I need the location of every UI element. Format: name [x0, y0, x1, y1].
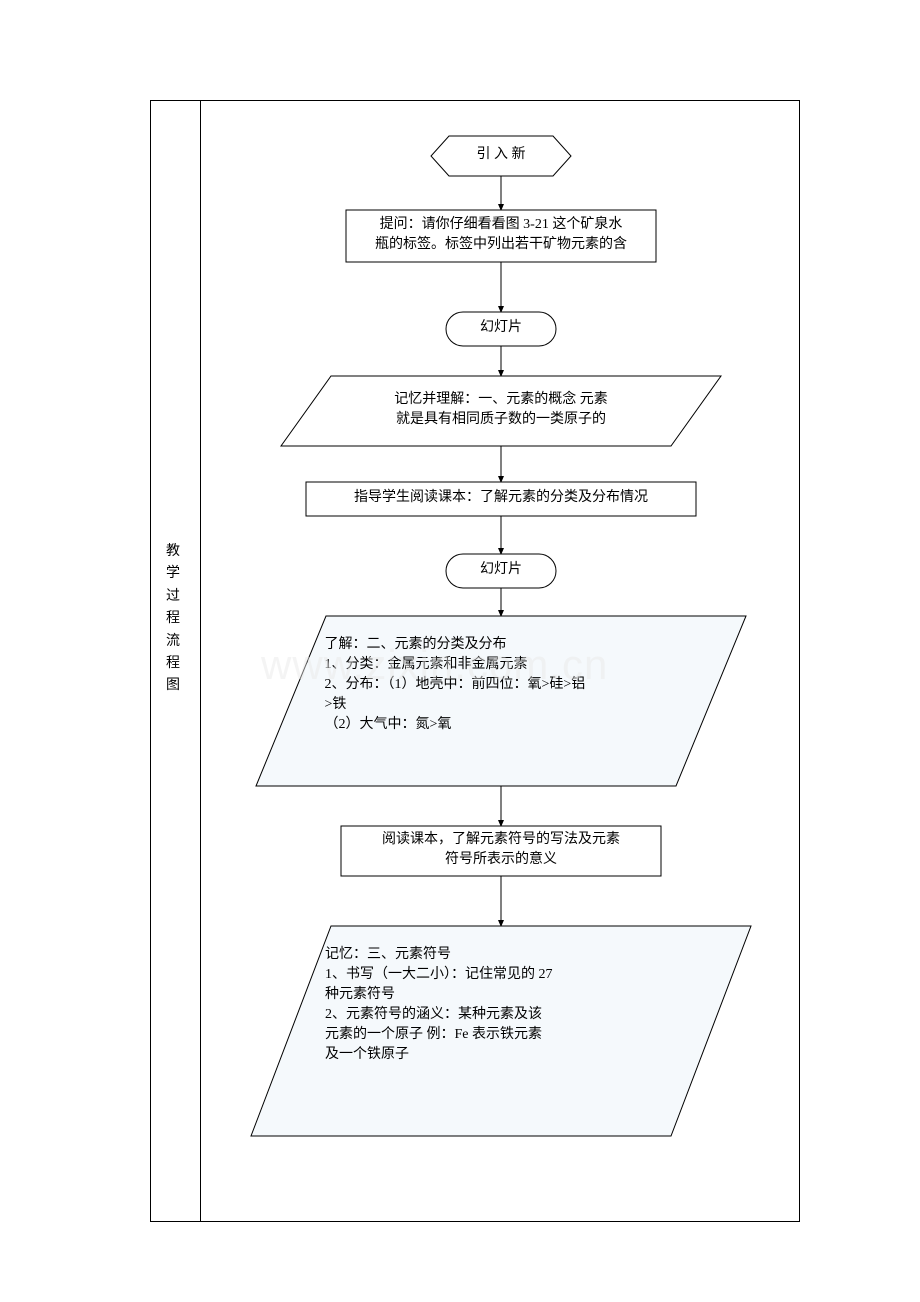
svg-text:及一个铁原子: 及一个铁原子: [325, 1046, 409, 1062]
svg-text:提问：请你仔细看看图 3-21 这个矿泉水: 提问：请你仔细看看图 3-21 这个矿泉水: [380, 215, 623, 232]
sidebar-label: 教学过程流程图: [166, 541, 180, 698]
svg-text:2、分布：（1）地壳中：前四位：氧>硅>铝: 2、分布：（1）地壳中：前四位：氧>硅>铝: [325, 675, 586, 692]
svg-text:阅读课本，了解元素符号的写法及元素: 阅读课本，了解元素符号的写法及元素: [382, 830, 620, 847]
page-container: 教学过程流程图 www.zixin.com.cn 引 入 新提问：请你仔细看看图…: [150, 100, 800, 1222]
flowchart-area: www.zixin.com.cn 引 入 新提问：请你仔细看看图 3-21 这个…: [201, 101, 799, 1221]
svg-text:瓶的标签。标签中列出若干矿物元素的含: 瓶的标签。标签中列出若干矿物元素的含: [375, 235, 627, 252]
flow-node-n3: 幻灯片: [446, 312, 556, 346]
svg-text:就是具有相同质子数的一类原子的: 就是具有相同质子数的一类原子的: [396, 411, 606, 427]
sidebar: 教学过程流程图: [151, 101, 201, 1221]
svg-text:幻灯片: 幻灯片: [480, 561, 522, 577]
svg-text:元素的一个原子 例：Fe 表示铁元素: 元素的一个原子 例：Fe 表示铁元素: [325, 1026, 542, 1042]
svg-text:指导学生阅读课本：了解元素的分类及分布情况: 指导学生阅读课本：了解元素的分类及分布情况: [354, 488, 648, 505]
svg-text:1、分类：金属元素和非金属元素: 1、分类：金属元素和非金属元素: [325, 656, 528, 672]
flowchart-svg: 引 入 新提问：请你仔细看看图 3-21 这个矿泉水瓶的标签。标签中列出若干矿物…: [201, 121, 791, 1201]
svg-text:2、元素符号的涵义：某种元素及该: 2、元素符号的涵义：某种元素及该: [325, 1006, 542, 1022]
flow-node-n9: 记忆：三、元素符号 1、书写（一大二小）：记住常见的 27 种元素符号 2、元素符号的…: [251, 926, 751, 1136]
svg-text:记忆：三、元素符号: 记忆：三、元素符号: [325, 946, 451, 962]
svg-text:（2）大气中：氮>氧: （2）大气中：氮>氧: [325, 716, 452, 732]
svg-text:幻灯片: 幻灯片: [480, 319, 522, 335]
svg-text:引 入 新: 引 入 新: [477, 146, 526, 162]
svg-text:了解：二、元素的分类及分布: 了解：二、元素的分类及分布: [325, 636, 507, 652]
flow-node-n4: 记忆并理解：一、元素的概念 元素就是具有相同质子数的一类原子的: [281, 376, 721, 446]
flow-node-n2: 提问：请你仔细看看图 3-21 这个矿泉水瓶的标签。标签中列出若干矿物元素的含: [346, 210, 656, 262]
svg-text:>铁: >铁: [325, 696, 347, 712]
svg-text:记忆并理解：一、元素的概念 元素: 记忆并理解：一、元素的概念 元素: [394, 390, 608, 407]
flow-node-n5: 指导学生阅读课本：了解元素的分类及分布情况: [306, 482, 696, 516]
flow-node-n1: 引 入 新: [431, 136, 571, 176]
svg-text:1、书写（一大二小）：记住常见的 27: 1、书写（一大二小）：记住常见的 27: [325, 966, 553, 982]
svg-text:符号所表示的意义: 符号所表示的意义: [445, 850, 557, 867]
flow-node-n6: 幻灯片: [446, 554, 556, 588]
svg-text:种元素符号: 种元素符号: [325, 986, 395, 1002]
flow-node-n7: 了解：二、元素的分类及分布 1、分类：金属元素和非金属元素 2、分布：（1）地壳中：…: [256, 616, 746, 786]
flow-node-n8: 阅读课本，了解元素符号的写法及元素符号所表示的意义: [341, 826, 661, 876]
